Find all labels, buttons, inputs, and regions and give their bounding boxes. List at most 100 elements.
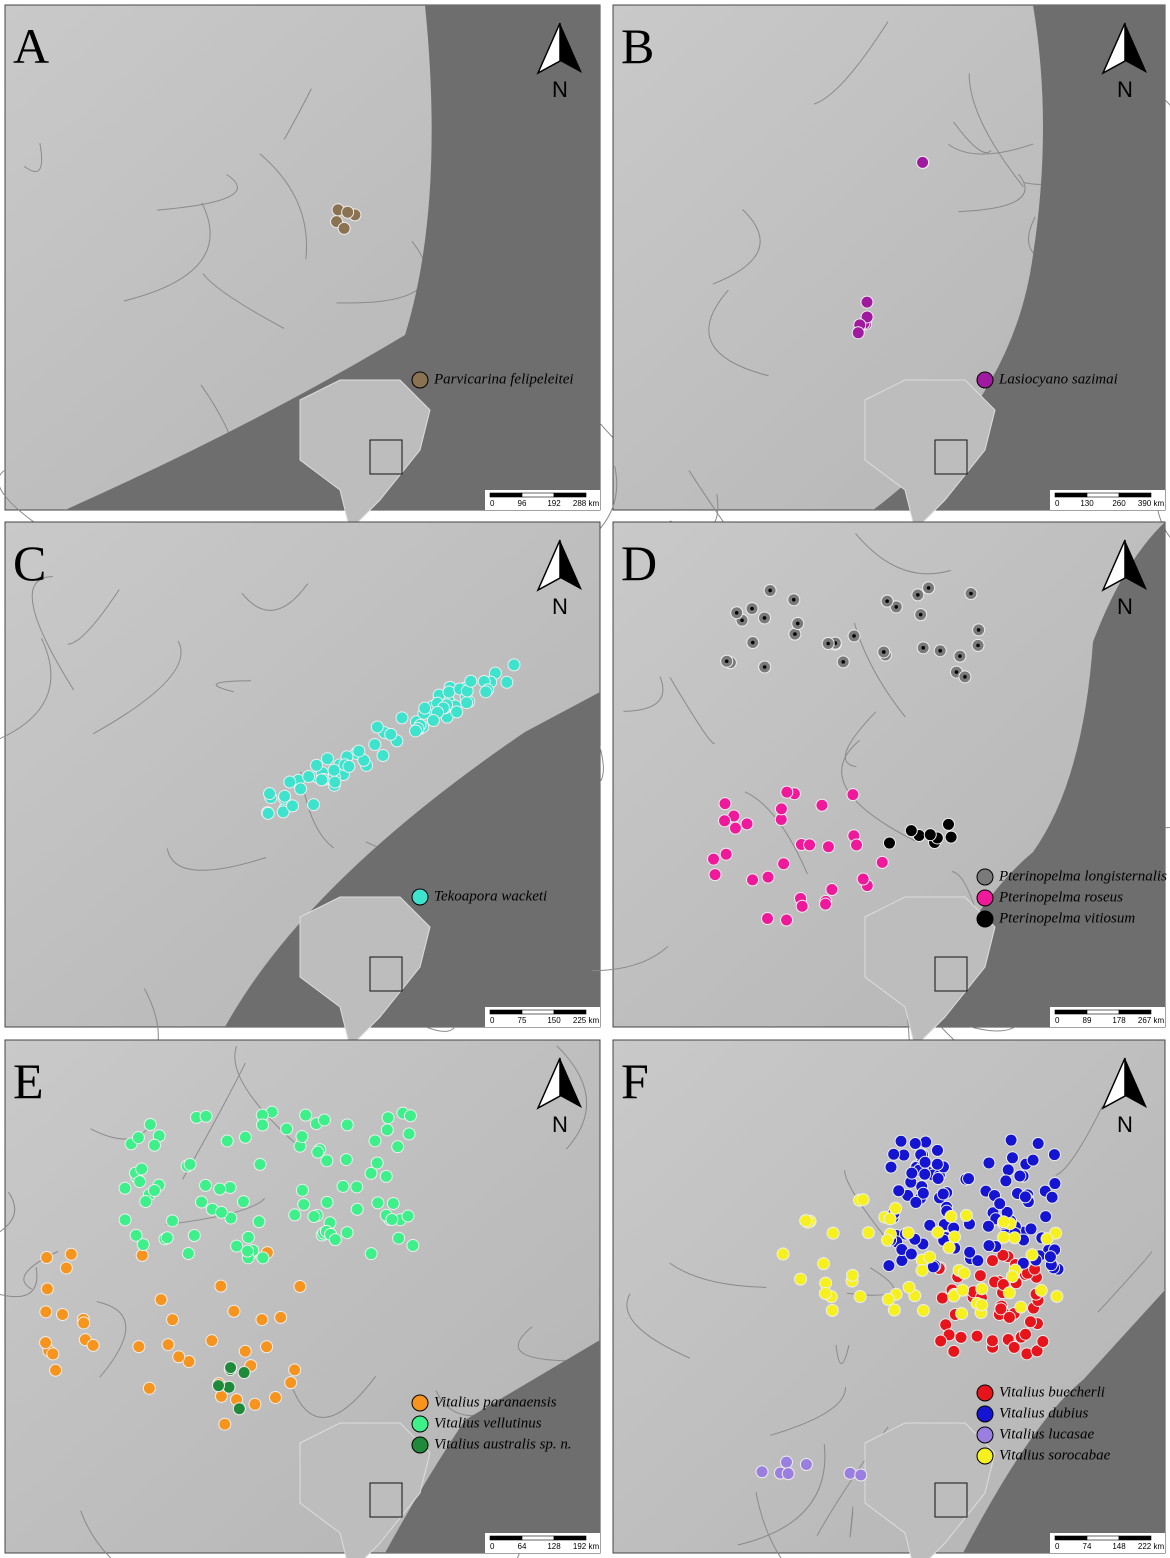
occurrence-dot xyxy=(340,1118,354,1132)
occurrence-dot xyxy=(982,1239,996,1253)
inset-box xyxy=(369,439,403,475)
occurrence-dot xyxy=(942,1241,956,1255)
occurrence-dot xyxy=(916,1186,930,1200)
occurrence-dot xyxy=(392,1231,406,1245)
map-panel: B N Lasiocyano sazimai 0 130 260 390 km xyxy=(518,4,1170,580)
occurrence-dot xyxy=(740,817,754,831)
north-label: N xyxy=(552,77,568,102)
scale-label: 64 xyxy=(518,1542,527,1551)
legend-swatch xyxy=(976,889,994,907)
occurrence-dot xyxy=(934,1334,948,1348)
legend-label: Tekoapora wacketi xyxy=(434,888,547,904)
occurrence-dot xyxy=(999,1174,1013,1188)
scale-segment xyxy=(1118,1535,1152,1541)
occurrence-dot xyxy=(238,1130,252,1144)
occurrence-dot xyxy=(248,1397,262,1411)
scale-label: 390 km xyxy=(1138,499,1165,508)
ocean xyxy=(65,5,600,510)
occurrence-dot xyxy=(40,1282,54,1296)
occurrence-dot xyxy=(311,1145,325,1159)
inset-box xyxy=(369,1482,403,1518)
inset-box xyxy=(934,956,968,992)
occurrence-dot xyxy=(851,326,865,340)
occurrence-dot xyxy=(923,1218,937,1232)
occurrence-dot xyxy=(944,1209,958,1223)
occurrence-dot xyxy=(708,868,722,882)
occurrence-dot xyxy=(1050,1289,1064,1303)
occurrence-dot xyxy=(352,744,366,758)
occurrence-dot xyxy=(957,1266,971,1280)
scale-segment xyxy=(1054,1535,1088,1541)
occurrence-dot xyxy=(856,1193,870,1207)
occurrence-dot xyxy=(118,1181,132,1195)
occurrence-dot xyxy=(1039,1210,1053,1224)
scale-segment xyxy=(1086,1009,1120,1015)
inset-brazil xyxy=(299,379,431,531)
river xyxy=(623,676,664,712)
occurrence-dot xyxy=(276,805,290,819)
scale-label: 178 xyxy=(1112,1016,1126,1025)
legend-swatch xyxy=(411,1394,429,1412)
inset-brazil xyxy=(864,896,996,1048)
occurrence-dot xyxy=(1026,1153,1040,1167)
occurrence-dot xyxy=(904,1247,918,1261)
scale-label: 267 km xyxy=(1138,1016,1165,1025)
occurrence-dot xyxy=(761,912,775,926)
occurrence-dot xyxy=(825,883,839,897)
river xyxy=(123,202,211,302)
inset-box xyxy=(369,956,403,992)
occurrence-dot xyxy=(241,1244,255,1258)
occurrence-dot xyxy=(218,1417,232,1431)
occurrence-dot xyxy=(826,1226,840,1240)
occurrence-dot xyxy=(846,788,860,802)
river xyxy=(31,576,75,691)
map-panel: D N Pterinopelma longisternalis Pterinopelm… xyxy=(592,521,1170,1065)
occurrence-dot xyxy=(135,1162,149,1176)
occurrence-dot xyxy=(981,1219,995,1233)
river xyxy=(855,533,951,575)
occurrence-dot xyxy=(908,1136,922,1150)
scale-label: 225 km xyxy=(573,1016,600,1025)
occurrence-dot xyxy=(450,705,464,719)
occurrence-dot xyxy=(779,1455,793,1469)
occurrence-dot xyxy=(817,1257,831,1271)
occurrence-dot xyxy=(718,797,732,811)
river xyxy=(556,1045,587,1150)
scale-label: 288 km xyxy=(573,499,600,508)
occurrence-dot xyxy=(148,1138,162,1152)
occurrence-dot xyxy=(154,1293,168,1307)
scale-segment xyxy=(521,1009,555,1015)
occurrence-dot xyxy=(883,1212,897,1226)
occurrence-dot-center xyxy=(918,612,923,617)
river xyxy=(156,173,238,211)
scale-label: 0 xyxy=(490,1016,495,1025)
map-panel: A N Parvicarina felipeleitei 0 96 192 288 km xyxy=(0,4,638,535)
map-panel: E N Vitalius paranaensis Vitalius vellutinu… xyxy=(0,1039,601,1558)
occurrence-dot xyxy=(892,1184,906,1198)
occurrence-dot xyxy=(959,1208,973,1222)
occurrence-dot xyxy=(142,1381,156,1395)
occurrence-dot xyxy=(887,1303,901,1317)
legend-swatch xyxy=(411,888,429,906)
legend-swatch xyxy=(976,371,994,389)
occurrence-dot-center xyxy=(724,659,729,664)
occurrence-dot xyxy=(371,1196,385,1210)
occurrence-dot xyxy=(39,1305,53,1319)
river xyxy=(1055,1105,1104,1176)
occurrence-dot xyxy=(222,1380,236,1394)
occurrence-dot xyxy=(241,1230,255,1244)
occurrence-dot xyxy=(500,675,514,689)
occurrence-dot xyxy=(795,899,809,913)
occurrence-dot xyxy=(260,1340,274,1354)
occurrence-dot xyxy=(143,1117,157,1131)
occurrence-dot xyxy=(1005,1270,1019,1284)
occurrence-dot xyxy=(909,1195,923,1209)
occurrence-dot xyxy=(131,1131,145,1145)
legend-swatch xyxy=(411,371,429,389)
occurrence-dot xyxy=(1002,1310,1016,1324)
occurrence-dot xyxy=(364,1247,378,1261)
river xyxy=(259,153,307,260)
river xyxy=(953,121,992,154)
occurrence-dot xyxy=(288,1208,302,1222)
